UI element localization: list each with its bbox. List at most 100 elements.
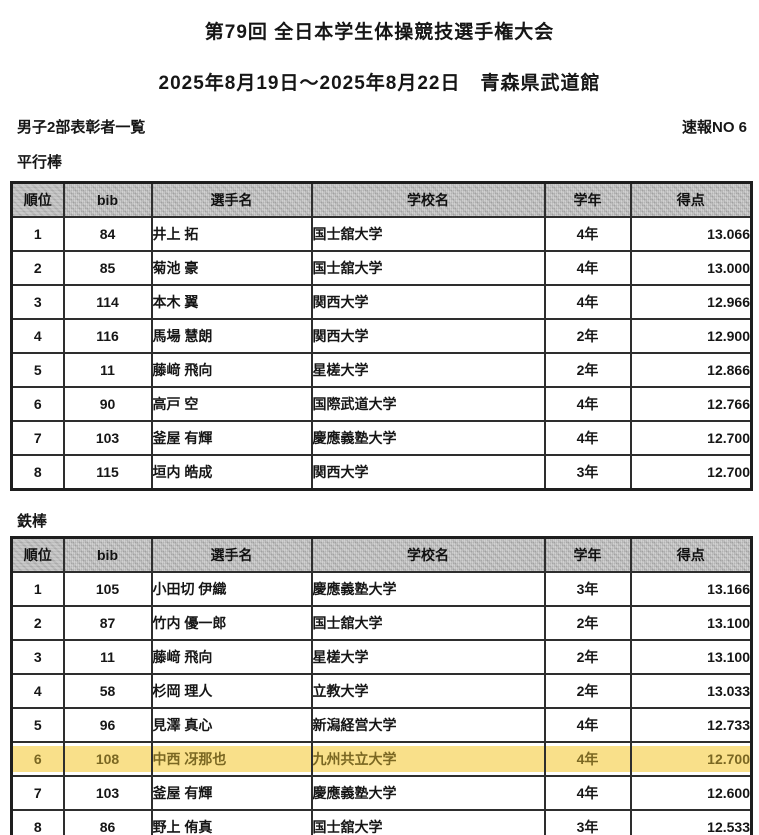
cell-grade: 2年 <box>543 605 632 641</box>
cell-name: 釜屋 有輝 <box>150 420 313 456</box>
cell-name: 菊池 豪 <box>150 250 313 286</box>
column-header-school: 学校名 <box>310 536 546 573</box>
cell-bib: 86 <box>62 809 153 835</box>
table-row: 6 90 高戸 空国際武道大学 4年 12.766 <box>10 386 753 422</box>
cell-rank: 8 <box>10 454 65 491</box>
cell-rank: 3 <box>10 639 65 675</box>
cell-bib: 103 <box>62 775 153 811</box>
cell-school: 九州共立大学 <box>310 741 546 777</box>
cell-score: 13.166 <box>629 571 753 607</box>
cell-grade: 2年 <box>543 318 632 354</box>
column-header-bib: bib <box>62 536 153 573</box>
cell-score: 13.000 <box>629 250 753 286</box>
cell-bib: 115 <box>62 454 153 491</box>
cell-name: 中西 冴那也 <box>150 741 313 777</box>
parallel-bars-results-table: 順位 bib 選手名 学校名 学年 得点 1 84 井上 拓国士舘大学 4年 13.06… <box>10 181 753 491</box>
table-row: 8 86 野上 侑真 国士舘大学 3年 12.533 <box>10 809 753 835</box>
cell-school: 関西大学 <box>310 454 546 491</box>
table-row: 7 103 釜屋 有輝 慶應義塾大学 4年 12.600 <box>10 775 753 811</box>
cell-grade: 4年 <box>543 707 632 743</box>
column-header-grade: 学年 <box>543 536 632 573</box>
table-row: 5 96 見澤 真心 新潟経営大学 4年 12.733 <box>10 707 753 743</box>
column-header-bib: bib <box>62 181 153 218</box>
column-header-name: 選手名 <box>150 536 313 573</box>
cell-bib: 58 <box>62 673 153 709</box>
column-header-rank: 順位 <box>10 536 65 573</box>
cell-name: 竹内 優一郎 <box>150 605 313 641</box>
cell-school: 慶應義塾大学 <box>310 775 546 811</box>
cell-name: 馬場 慧朗 <box>150 318 313 354</box>
table-row: 2 85 菊池 豪国士舘大学 4年 13.000 <box>10 250 753 286</box>
cell-bib: 116 <box>62 318 153 354</box>
cell-rank: 7 <box>10 775 65 811</box>
cell-grade: 4年 <box>543 420 632 456</box>
cell-bib: 85 <box>62 250 153 286</box>
table-row: 3 11 藤﨑 飛向 星槎大学 2年 13.100 <box>10 639 753 675</box>
table-row: 1 105 小田切 伊織 慶應義塾大学 3年 13.166 <box>10 571 753 607</box>
cell-score: 12.700 <box>629 420 753 456</box>
cell-grade: 3年 <box>543 809 632 835</box>
cell-school: 国際武道大学 <box>310 386 546 422</box>
cell-score: 12.700 <box>629 741 753 777</box>
cell-school: 立教大学 <box>310 673 546 709</box>
cell-name: 野上 侑真 <box>150 809 313 835</box>
horizontal-bar-results-table: 順位 bib 選手名 学校名 学年 得点 1 105 小田切 伊織 慶應義塾大学 3年 1… <box>10 536 753 835</box>
table-header-row: 順位 bib 選手名 学校名 学年 得点 <box>10 181 753 218</box>
cell-rank: 4 <box>10 673 65 709</box>
cell-bib: 114 <box>62 284 153 320</box>
cell-grade: 4年 <box>543 775 632 811</box>
cell-rank: 2 <box>10 250 65 286</box>
cell-rank: 2 <box>10 605 65 641</box>
cell-rank: 7 <box>10 420 65 456</box>
cell-score: 12.866 <box>629 352 753 388</box>
cell-score: 13.066 <box>629 216 753 252</box>
cell-bib: 11 <box>62 352 153 388</box>
cell-grade: 2年 <box>543 673 632 709</box>
cell-bib: 84 <box>62 216 153 252</box>
bulletin-number: 速報NO 6 <box>681 119 747 136</box>
column-header-grade: 学年 <box>543 181 632 218</box>
cell-score: 13.033 <box>629 673 753 709</box>
column-header-school: 学校名 <box>310 181 546 218</box>
table-row: 7 103 釜屋 有輝 慶應義塾大学 4年 12.700 <box>10 420 753 456</box>
cell-school: 慶應義塾大学 <box>310 571 546 607</box>
cell-rank: 1 <box>10 216 65 252</box>
cell-score: 13.100 <box>629 639 753 675</box>
cell-bib: 11 <box>62 639 153 675</box>
cell-name: 藤﨑 飛向 <box>150 352 313 388</box>
cell-score: 12.700 <box>629 454 753 491</box>
cell-score: 12.766 <box>629 386 753 422</box>
cell-grade: 2年 <box>543 352 632 388</box>
event-label-parallel-bars: 平行棒 <box>17 154 63 171</box>
cell-grade: 4年 <box>543 284 632 320</box>
cell-rank: 6 <box>10 386 65 422</box>
cell-rank: 4 <box>10 318 65 354</box>
column-header-name: 選手名 <box>150 181 313 218</box>
table-row: 2 87 竹内 優一郎 国士舘大学 2年 13.100 <box>10 605 753 641</box>
table-row: 3 114 本木 翼関西大学 4年 12.966 <box>10 284 753 320</box>
cell-grade: 3年 <box>543 454 632 491</box>
table-row: 4 58 杉岡 理人 立教大学 2年 13.033 <box>10 673 753 709</box>
cell-grade: 2年 <box>543 639 632 675</box>
cell-bib: 105 <box>62 571 153 607</box>
cell-score: 13.100 <box>629 605 753 641</box>
cell-score: 12.533 <box>629 809 753 835</box>
cell-name: 杉岡 理人 <box>150 673 313 709</box>
cell-school: 国士舘大学 <box>310 216 546 252</box>
cell-school: 国士舘大学 <box>310 605 546 641</box>
cell-bib: 103 <box>62 420 153 456</box>
cell-name: 見澤 真心 <box>150 707 313 743</box>
cell-school: 国士舘大学 <box>310 250 546 286</box>
column-header-score: 得点 <box>629 536 753 573</box>
cell-score: 12.733 <box>629 707 753 743</box>
cell-bib: 96 <box>62 707 153 743</box>
cell-school: 星槎大学 <box>310 352 546 388</box>
cell-grade: 4年 <box>543 250 632 286</box>
award-list-label: 男子2部表彰者一覧 <box>17 119 146 136</box>
cell-name: 高戸 空 <box>150 386 313 422</box>
cell-name: 本木 翼 <box>150 284 313 320</box>
cell-score: 12.600 <box>629 775 753 811</box>
cell-rank: 8 <box>10 809 65 835</box>
cell-bib: 90 <box>62 386 153 422</box>
